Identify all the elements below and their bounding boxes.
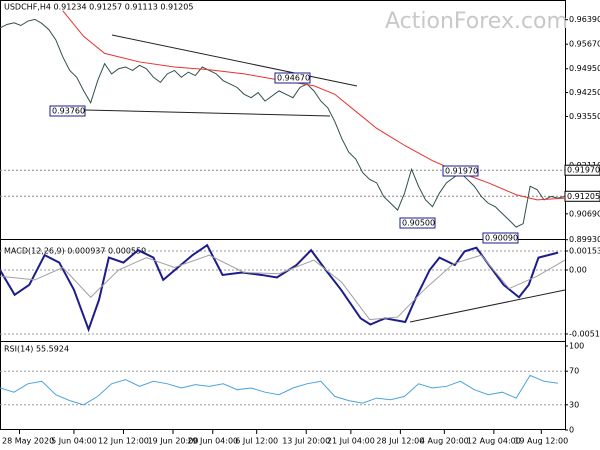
x-tick-label: 6 Jul 12:00	[235, 437, 278, 446]
price-marker-label: 0.91205	[567, 192, 600, 201]
y-tick-label: 0.93550	[569, 112, 600, 121]
trendline	[111, 34, 358, 87]
rsi-title: RSI(14) 55.5924	[4, 345, 69, 354]
trendline	[409, 289, 566, 323]
annotation: 0.91970	[445, 167, 478, 176]
series-line	[62, 10, 566, 201]
x-tick-label: 12 Aug 04:00	[467, 437, 521, 446]
series-line	[0, 243, 559, 333]
x-tick-label: 28 Jul 12:00	[376, 437, 424, 446]
y-tick-label: 0.001532	[569, 247, 600, 256]
y-tick-label: 0.90690	[569, 209, 600, 218]
price-marker-label: 0.91970	[567, 166, 600, 175]
annotation: 0.90500	[402, 219, 435, 228]
series-line	[0, 374, 559, 406]
macd-title: MACD(12,26,9) 0.000937 0.000559	[4, 247, 146, 256]
y-tick-label: 0.89930	[569, 235, 600, 244]
x-tick-label: 4 Aug 20:00	[420, 437, 469, 446]
annotation: 0.93760	[52, 107, 85, 116]
watermark: ActionForex.com	[385, 9, 568, 34]
y-tick-label: 0	[569, 426, 574, 435]
x-tick-label: 12 Jun 12:00	[98, 437, 149, 446]
series-line	[0, 254, 566, 321]
annotation-box	[482, 232, 519, 244]
y-tick-label: 70	[569, 367, 579, 376]
x-tick-label: 5 Jun 04:00	[51, 437, 97, 446]
y-tick-label: 0.96390	[569, 15, 600, 24]
x-tick-label: 21 Jul 04:00	[327, 437, 375, 446]
x-tick-label: 19 Aug 12:00	[514, 437, 568, 446]
y-tick-label: 0.00	[569, 265, 587, 274]
y-tick-label: 0.94250	[569, 88, 600, 97]
x-tick-label: 19 Jun 20:00	[148, 437, 199, 446]
x-tick-label: 13 Jul 20:00	[282, 437, 330, 446]
x-tick-label: 28 May 2020	[2, 437, 54, 446]
trendline	[84, 109, 331, 117]
y-tick-label: 30	[569, 400, 579, 409]
y-tick-label: 0.95670	[569, 40, 600, 49]
annotation-box	[442, 165, 479, 177]
y-tick-label: -0.005164	[569, 329, 600, 338]
annotation-box	[274, 72, 311, 84]
frame	[0, 0, 566, 430]
y-tick-label: 0.94950	[569, 64, 600, 73]
x-tick-label: 29 Jun 04:00	[187, 437, 238, 446]
annotation: 0.94670	[277, 74, 310, 83]
y-tick-label: 100	[569, 342, 584, 351]
price-marker-box	[564, 164, 600, 176]
series-line	[0, 18, 566, 228]
annotation: 0.90090	[485, 234, 518, 243]
annotation-box	[49, 105, 86, 117]
annotation-box	[399, 217, 436, 229]
chart-title: USDCHF,H4 0.91234 0.91257 0.91113 0.9120…	[4, 3, 193, 12]
